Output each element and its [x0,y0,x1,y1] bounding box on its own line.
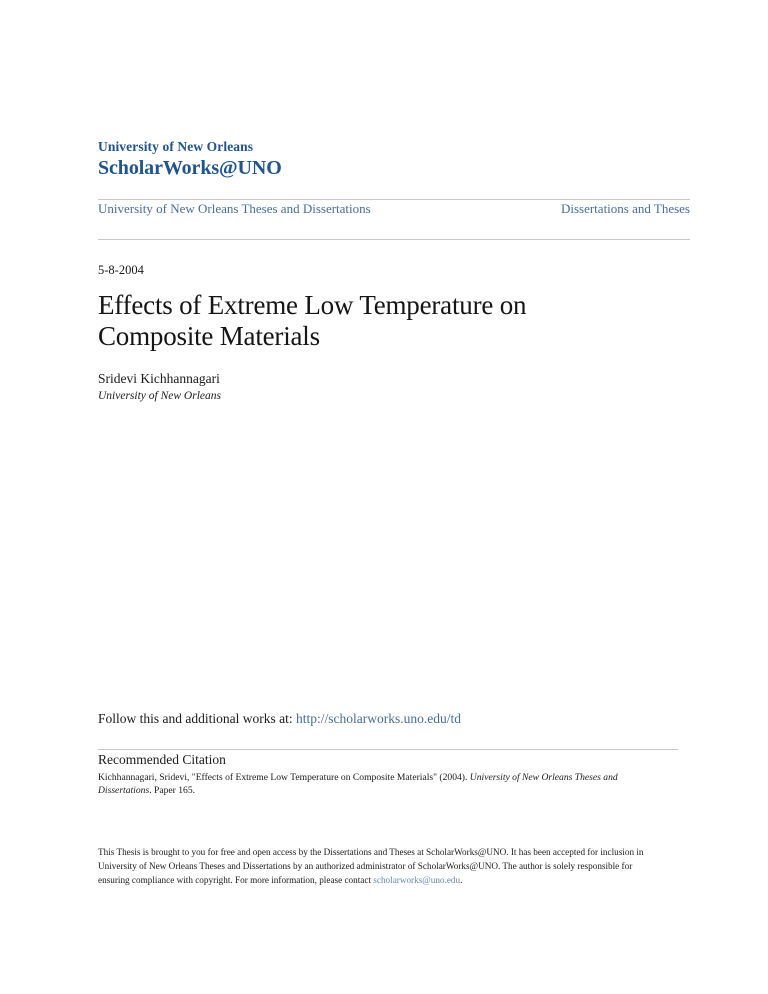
breadcrumb-nav: University of New Orleans Theses and Dis… [98,200,690,217]
masthead: University of New Orleans ScholarWorks@U… [98,139,690,181]
publication-date: 5-8-2004 [98,263,144,277]
author-affiliation: University of New Orleans [98,390,221,402]
divider-above-citation [98,749,678,750]
follow-works-line: Follow this and additional works at: htt… [98,710,690,728]
brand-wordmark-scholarworks: ScholarWorks@UNO [98,157,282,179]
follow-works-prefix: Follow this and additional works at: [98,711,293,726]
access-disclaimer: This Thesis is brought to you for free a… [98,845,660,887]
disclaimer-contact-email-link[interactable]: scholarworks@uno.edu [373,875,461,885]
brand-institution-name: University of New Orleans [98,139,254,154]
author-name: Sridevi Kichhannagari [98,371,220,386]
citation-segment-paper-number: . Paper 165. [149,785,196,797]
divider-below-nav [98,239,690,240]
follow-works-url-link[interactable]: http://scholarworks.uno.edu/td [296,711,461,726]
disclaimer-text-before-contact: This Thesis is brought to you for free a… [98,847,644,885]
citation-segment-series-italic: University of New Orleans Theses and Dis… [98,772,618,797]
recommended-citation-heading: Recommended Citation [98,752,226,767]
citation-segment-author-title: Kichhannagari, Sridevi, "Effects of Extr… [98,772,470,783]
nav-link-theses-and-dissertations[interactable]: University of New Orleans Theses and Dis… [98,201,371,216]
disclaimer-text-after-contact: . [460,875,463,885]
document-title: Effects of Extreme Low Temperature on Co… [98,290,527,351]
nav-link-dissertations-and-theses[interactable]: Dissertations and Theses [560,201,690,216]
divider-above-nav [98,199,690,200]
recommended-citation-body: Kichhannagari, Sridevi, "Effects of Extr… [98,771,666,797]
